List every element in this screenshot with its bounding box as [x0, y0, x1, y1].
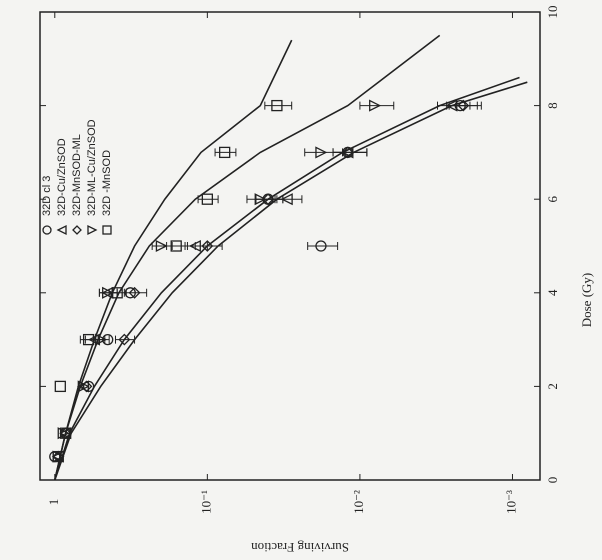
data-point — [102, 286, 115, 299]
data-point — [170, 240, 182, 252]
legend-label: 32D-ML-Cu/ZnSOD — [86, 119, 98, 216]
y-tick-label: 10⁻³ — [503, 490, 518, 514]
data-point — [201, 240, 214, 252]
data-point — [128, 286, 141, 299]
x-tick-label: 6 — [545, 195, 560, 202]
legend-marker — [72, 225, 82, 235]
error-bar — [246, 195, 278, 204]
y-tick-label: 10⁻² — [351, 490, 366, 514]
x-axis-title: Dose (Gy) — [579, 273, 594, 328]
error-bar — [166, 242, 188, 250]
data-point — [341, 146, 354, 159]
legend-marker — [87, 224, 98, 236]
data-point — [254, 193, 267, 206]
fit-curve — [54, 39, 293, 481]
data-point — [80, 380, 93, 393]
y-tick-label: 10⁻¹ — [198, 490, 213, 514]
data-point — [77, 380, 90, 393]
error-bar — [214, 148, 237, 157]
x-tick-label: 2 — [545, 383, 560, 390]
data-point — [315, 240, 327, 252]
plot-frame — [39, 11, 541, 481]
error-bar — [264, 101, 293, 110]
data-point — [369, 99, 382, 112]
error-bar — [123, 288, 148, 297]
data-point — [201, 193, 213, 205]
error-bar — [304, 148, 344, 157]
data-point — [82, 333, 95, 346]
error-bar — [307, 242, 339, 250]
data-point — [54, 380, 66, 393]
fit-curve — [54, 81, 528, 481]
legend-marker — [102, 225, 112, 235]
data-point — [219, 146, 231, 159]
data-point — [280, 193, 293, 206]
legend-marker — [42, 225, 52, 235]
error-bar — [194, 242, 223, 250]
x-tick-label: 10 — [545, 6, 560, 19]
legend-marker — [56, 224, 67, 236]
x-tick-label: 0 — [545, 477, 560, 484]
y-axis-title: Surviving Fraction — [251, 540, 349, 555]
y-tick-label: 1 — [46, 499, 61, 506]
x-tick-label: 4 — [545, 289, 560, 296]
data-point — [155, 239, 168, 253]
data-point — [457, 99, 470, 112]
data-point — [52, 450, 64, 463]
fit-curve — [54, 34, 441, 481]
fit-curve — [54, 76, 520, 481]
data-point — [111, 287, 123, 299]
error-bar — [359, 101, 395, 110]
x-tick-label: 8 — [545, 102, 560, 109]
legend-label: 32D cl 3 — [41, 176, 53, 216]
error-bar — [197, 195, 219, 204]
data-point — [271, 99, 283, 112]
legend-label: 32D -MnSOD — [101, 150, 113, 216]
data-point — [59, 427, 72, 439]
legend-label: 32D-MnSOD-ML — [71, 134, 83, 216]
data-point — [118, 333, 131, 346]
data-point — [57, 427, 70, 440]
legend-label: 32D-Cu/ZnSOD — [56, 138, 68, 216]
error-bar — [448, 101, 482, 110]
data-point — [315, 146, 328, 159]
